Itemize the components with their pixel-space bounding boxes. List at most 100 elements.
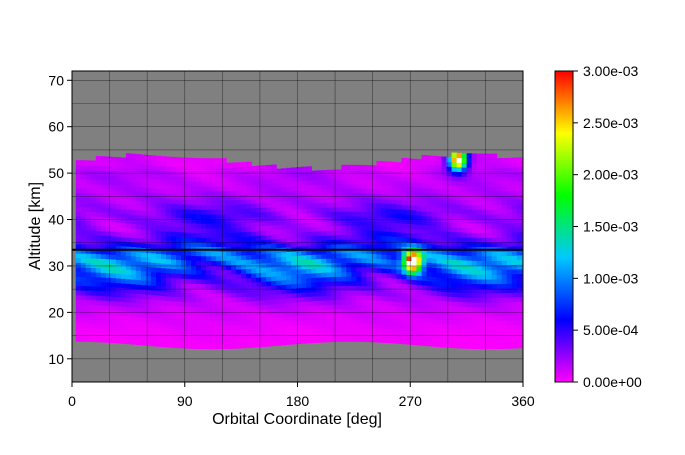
- heatmap-cell: [85, 253, 92, 259]
- heatmap-cell: [466, 311, 473, 317]
- heatmap-cell: [301, 250, 307, 256]
- heatmap-cell: [466, 325, 473, 331]
- heatmap-cell: [481, 172, 488, 178]
- heatmap-cell: [356, 304, 362, 310]
- heatmap-cell: [476, 269, 483, 275]
- heatmap-cell: [291, 204, 297, 210]
- heatmap-cell: [95, 309, 102, 315]
- heatmap-cell: [506, 213, 513, 219]
- heatmap-cell: [371, 179, 378, 185]
- heatmap-cell: [491, 176, 498, 183]
- heatmap-cell: [75, 183, 82, 189]
- heatmap-cell: [471, 306, 478, 312]
- heatmap-cell: [191, 273, 197, 280]
- heatmap-cell: [481, 274, 488, 280]
- heatmap-cell: [501, 167, 508, 173]
- heatmap-cell: [170, 175, 177, 181]
- heatmap-cell: [291, 269, 297, 275]
- heatmap-cell: [140, 340, 147, 346]
- heatmap-cell: [336, 220, 342, 226]
- heatmap-cell: [436, 323, 443, 329]
- heatmap-cell: [165, 314, 172, 320]
- heatmap-cell: [150, 192, 157, 198]
- heatmap-cell: [241, 305, 247, 312]
- heatmap-cell: [130, 195, 137, 201]
- heatmap-cell: [336, 197, 342, 203]
- heatmap-cell: [276, 321, 282, 328]
- heatmap-cell: [186, 236, 192, 242]
- heatmap-cell: [261, 230, 267, 236]
- heatmap-cell: [186, 334, 192, 340]
- heatmap-cell: [356, 239, 362, 245]
- heatmap-cell: [251, 189, 257, 195]
- heatmap-cell: [401, 264, 408, 270]
- heatmap-cell: [105, 300, 112, 306]
- heatmap-cell: [256, 188, 262, 195]
- heatmap-cell: [391, 291, 398, 298]
- heatmap-cell: [246, 203, 252, 209]
- heatmap-cell: [180, 185, 187, 191]
- heatmap-cell: [336, 225, 342, 231]
- heatmap-cell: [466, 320, 473, 326]
- heatmap-cell: [451, 259, 458, 265]
- heatmap-cell: [75, 271, 82, 277]
- heatmap-cell: [486, 223, 493, 229]
- heatmap-cell: [446, 296, 453, 302]
- heatmap-cell: [326, 276, 332, 282]
- heatmap-cell: [446, 249, 453, 255]
- heatmap-cell: [291, 181, 297, 187]
- heatmap-cell: [211, 311, 217, 317]
- heatmap-cell: [486, 176, 493, 183]
- heatmap-cell: [145, 219, 152, 226]
- heatmap-cell: [481, 320, 488, 326]
- heatmap-cell: [356, 178, 362, 185]
- heatmap-cell: [341, 252, 347, 259]
- heatmap-cell: [221, 227, 227, 234]
- heatmap-cell: [120, 320, 127, 326]
- heatmap-cell: [241, 296, 247, 302]
- heatmap-cell: [191, 195, 197, 201]
- heatmap-cell: [180, 222, 187, 228]
- heatmap-cell: [180, 282, 187, 289]
- heatmap-cell: [426, 197, 433, 203]
- heatmap-cell: [496, 241, 503, 247]
- heatmap-cell: [501, 260, 508, 266]
- heatmap-cell: [256, 304, 262, 311]
- heatmap-cell: [476, 288, 483, 294]
- heatmap-cell: [316, 258, 322, 264]
- heatmap-cell: [411, 158, 418, 165]
- heatmap-cell: [160, 184, 167, 190]
- heatmap-cell: [206, 200, 212, 206]
- heatmap-cell: [186, 296, 192, 303]
- heatmap-cell: [100, 216, 107, 222]
- heatmap-cell: [346, 317, 352, 324]
- heatmap-cell: [160, 202, 167, 208]
- heatmap-cell: [216, 292, 222, 299]
- heatmap-cell: [90, 197, 97, 203]
- heatmap-cell: [331, 234, 337, 240]
- heatmap-cell: [216, 167, 222, 173]
- heatmap-cell: [291, 223, 297, 229]
- heatmap-cell: [341, 304, 347, 310]
- heatmap-cell: [326, 230, 332, 236]
- heatmap-cell: [406, 274, 413, 280]
- heatmap-cell: [175, 180, 182, 186]
- heatmap-cell: [376, 290, 383, 297]
- heatmap-cell: [406, 269, 413, 276]
- heatmap-cell: [351, 257, 357, 263]
- heatmap-cell: [170, 180, 177, 186]
- heatmap-cell: [391, 319, 398, 325]
- heatmap-cell: [486, 167, 493, 173]
- heatmap-cell: [100, 323, 107, 329]
- heatmap-cell: [371, 309, 378, 315]
- heatmap-cell: [125, 269, 132, 275]
- heatmap-cell: [125, 162, 132, 168]
- heatmap-cell: [196, 172, 202, 178]
- heatmap-cell: [261, 341, 267, 347]
- heatmap-cell: [401, 306, 408, 312]
- heatmap-cell: [401, 232, 408, 238]
- heatmap-cell: [180, 306, 187, 312]
- heatmap-cell: [201, 288, 207, 294]
- heatmap-cell: [175, 273, 182, 279]
- heatmap-cell: [211, 343, 217, 350]
